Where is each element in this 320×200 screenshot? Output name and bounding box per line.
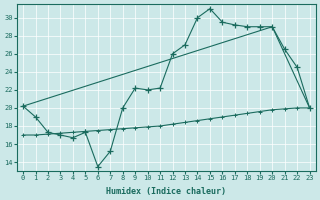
X-axis label: Humidex (Indice chaleur): Humidex (Indice chaleur) — [106, 187, 226, 196]
